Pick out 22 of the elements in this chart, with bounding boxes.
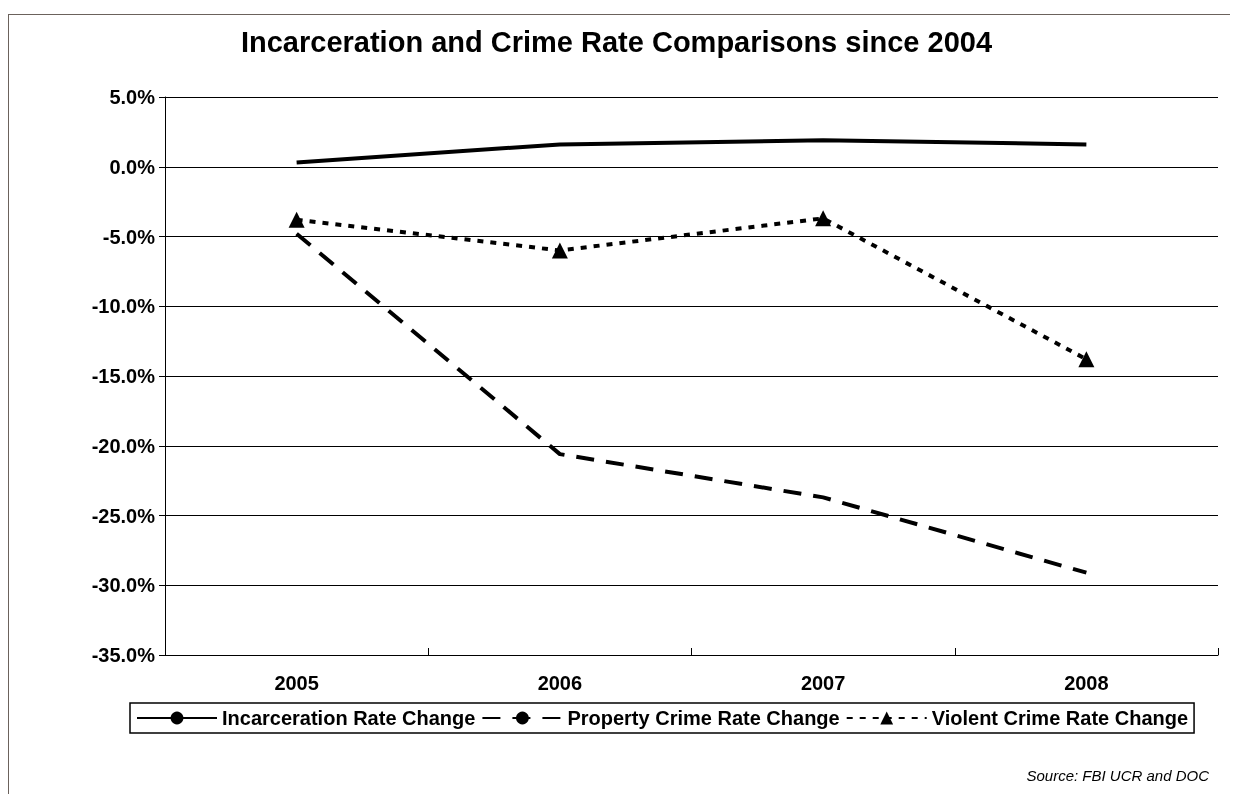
y-tick-label: -25.0% bbox=[91, 504, 156, 527]
point bbox=[551, 242, 568, 259]
y-tick-label: -15.0% bbox=[91, 365, 156, 387]
y-tick-label: -20.0% bbox=[91, 434, 156, 457]
legend-label: Violent Crime Rate Change bbox=[931, 707, 1189, 729]
y-tick-label: -35.0% bbox=[91, 644, 156, 666]
y-tick-label: -10.0% bbox=[91, 295, 156, 318]
x-tick-label: 2006 bbox=[537, 672, 583, 694]
legend-label: Property Crime Rate Change bbox=[567, 707, 840, 729]
x-tick-label: 2007 bbox=[800, 672, 846, 694]
point bbox=[288, 211, 305, 228]
y-tick-label: 0.0% bbox=[109, 155, 156, 178]
legend-label: Incarceration Rate Change bbox=[222, 707, 476, 729]
y-tick-label: -5.0% bbox=[102, 225, 156, 248]
x-tick-label: 2005 bbox=[274, 672, 319, 694]
y-tick-label: -30.0% bbox=[91, 574, 156, 597]
source-note: Source: FBI UCR and DOC bbox=[1026, 767, 1210, 784]
chart-title: Incarceration and Crime Rate Comparisons since 2004 bbox=[240, 25, 993, 58]
x-tick-label: 2008 bbox=[1064, 672, 1109, 694]
point bbox=[815, 210, 832, 227]
point bbox=[1078, 351, 1095, 368]
y-tick-label: 5.0% bbox=[109, 86, 156, 108]
